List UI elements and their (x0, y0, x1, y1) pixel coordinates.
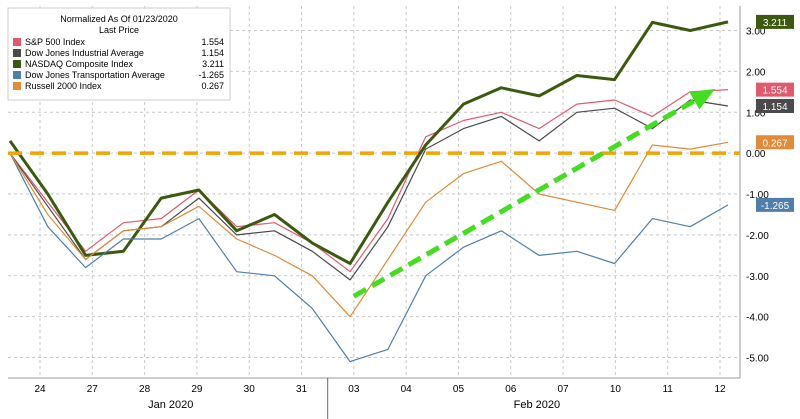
y-axis: 3.00 2.00 1.00 0.00 -1.00 -2.00 -3.00 -4.00 -5.0… (746, 27, 769, 365)
last-value-label: -1.265 (761, 201, 790, 212)
legend: Normalized As Of 01/23/2020 Last Price S… (7, 7, 231, 101)
last-value-label: 1.554 (762, 86, 787, 97)
y-tick-label: -4.00 (746, 313, 769, 324)
legend-swatch (13, 82, 21, 90)
y-tick-label: -5.00 (746, 354, 769, 365)
legend-swatch (13, 71, 21, 79)
y-tick-label: 2.00 (746, 67, 766, 78)
last-value-badges: 1.554 1.154 3.211 -1.265 0.267 (756, 14, 794, 212)
last-value-badge (756, 98, 794, 113)
legend-swatch (13, 38, 21, 46)
month-label: Jan 2020 (148, 399, 193, 411)
legend-entry-value: -1.265 (198, 70, 224, 80)
last-value-badge (756, 135, 794, 150)
x-tick-label: 06 (505, 384, 517, 395)
last-value-label: 0.267 (762, 138, 787, 149)
x-tick-label: 29 (191, 384, 203, 395)
legend-title: Normalized As Of 01/23/2020 (60, 14, 178, 24)
last-value-badge (756, 82, 794, 97)
x-tick-label: 31 (296, 384, 308, 395)
x-tick-label: 07 (558, 384, 570, 395)
annotations (8, 88, 740, 299)
legend-swatch (13, 49, 21, 57)
series-line (9, 89, 729, 273)
legend-box (7, 7, 231, 101)
x-tick-label: 27 (87, 384, 99, 395)
legend-entry-value: 1.154 (201, 48, 224, 58)
y-tick-label: 1.00 (746, 108, 766, 119)
y-tick-label: -3.00 (746, 272, 769, 283)
x-tick-label: 05 (453, 384, 465, 395)
last-value-label: 3.211 (763, 18, 788, 29)
series-line (9, 152, 729, 363)
x-tick-label: 30 (244, 384, 256, 395)
legend-entry-name: Dow Jones Transportation Average (25, 70, 165, 80)
series-line (8, 20, 729, 265)
month-label: Feb 2020 (514, 399, 560, 411)
trend-arrow-head (689, 88, 716, 110)
legend-subtitle: Last Price (99, 25, 139, 35)
x-tick-label: 10 (610, 384, 622, 395)
legend-entry-value: 1.554 (201, 37, 224, 47)
y-tick-label: -1.00 (746, 190, 769, 201)
last-value-label: 1.154 (762, 102, 787, 113)
last-value-badge (756, 14, 794, 29)
last-value-badge (756, 197, 794, 212)
legend-entry-name: S&P 500 Index (25, 37, 85, 47)
x-axis: 24 27 28 29 30 31 03 04 05 06 07 10 11 12 Jan 2020 Feb … (34, 378, 726, 419)
series-line (9, 141, 729, 318)
legend-entry-value: 3.211 (202, 59, 224, 69)
legend-entry-name: Dow Jones Industrial Average (25, 48, 144, 58)
x-tick-label: 28 (139, 384, 151, 395)
x-tick-label: 04 (401, 384, 413, 395)
legend-entry-name: NASDAQ Composite Index (25, 59, 134, 69)
y-tick-label: 0.00 (746, 149, 766, 160)
x-tick-label: 11 (662, 384, 673, 395)
legend-entry-value: 0.267 (201, 81, 224, 91)
legend-entry-name: Russell 2000 Index (25, 81, 102, 91)
x-tick-label: 03 (348, 384, 360, 395)
x-tick-label: 12 (714, 384, 726, 395)
y-tick-label: -2.00 (746, 231, 769, 242)
legend-swatch (13, 60, 21, 68)
series-lines (8, 20, 729, 363)
x-tick-label: 24 (34, 384, 46, 395)
y-tick-label: 3.00 (746, 27, 766, 38)
trend-arrow-line (352, 89, 712, 299)
